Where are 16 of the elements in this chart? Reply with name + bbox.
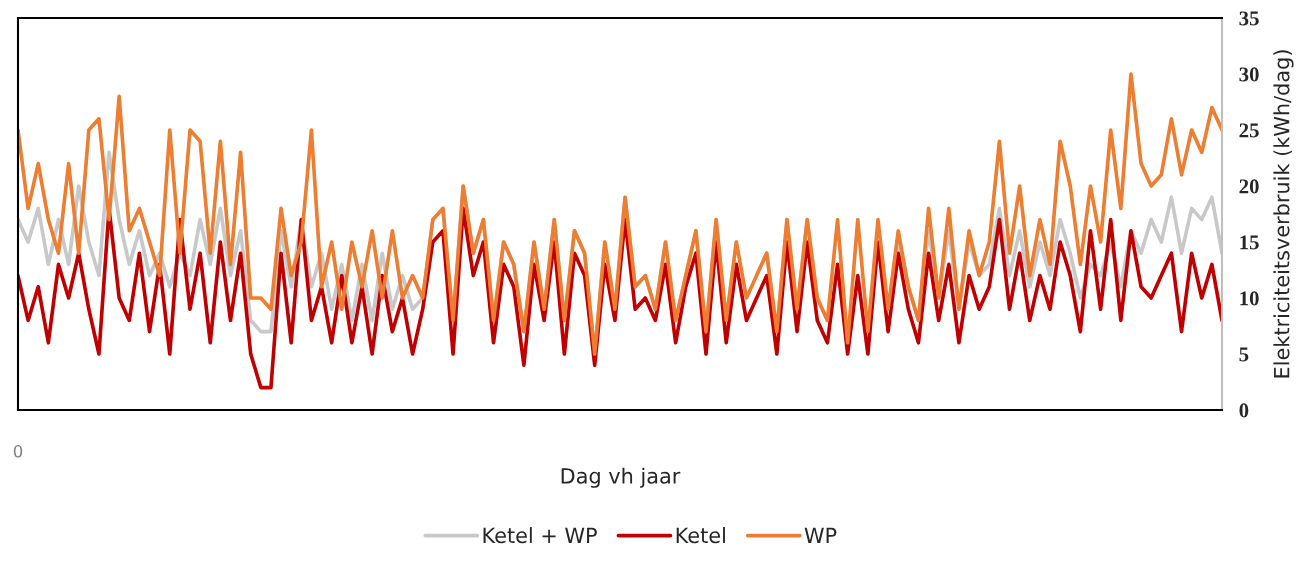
line-series — [18, 72, 1222, 356]
y-tick-label: 0 — [1239, 403, 1249, 418]
y-tick-label: 10 — [1240, 291, 1259, 306]
legend-label: Ketel + WP — [483, 527, 597, 544]
legend-label: WP — [804, 527, 837, 543]
legend-label: Ketel — [676, 527, 725, 544]
y-tick-label: 35 — [1239, 11, 1259, 26]
line-series — [18, 206, 1222, 390]
y-tick-label: 20 — [1239, 179, 1259, 194]
x-axis-title: Dag vh jaar — [561, 467, 681, 488]
y-axis-title: Elektriciteitsverbruik (kWh/dag) — [1273, 50, 1294, 378]
y-tick-label: 30 — [1239, 67, 1259, 82]
text: 0 — [13, 445, 23, 458]
y-tick-label: 5 — [1239, 347, 1249, 362]
y-tick-label: 15 — [1240, 235, 1259, 250]
y-tick-label: 25 — [1239, 123, 1259, 138]
